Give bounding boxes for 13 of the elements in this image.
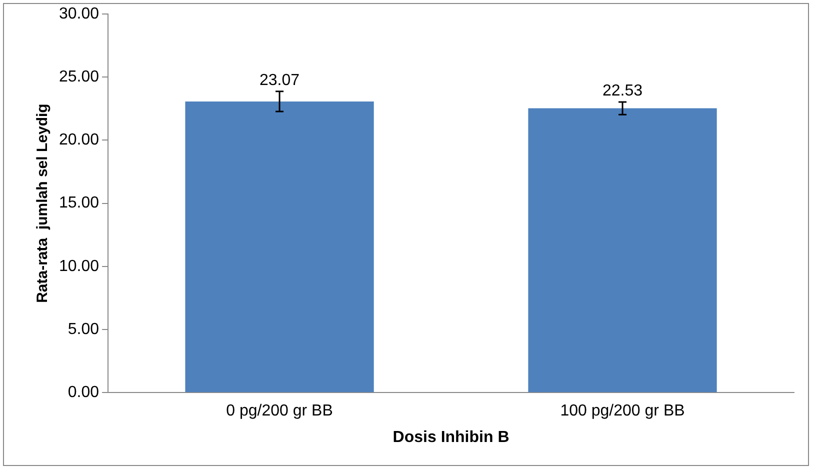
- x-tick-label: 100 pg/200 gr BB: [560, 402, 685, 420]
- y-tick-label: 15.00: [58, 194, 100, 212]
- x-axis-title: Dosis Inhibin B: [392, 428, 510, 446]
- y-tick-label: 0.00: [68, 384, 100, 402]
- y-tick-label: 30.00: [58, 5, 100, 22]
- y-tick-label: 5.00: [68, 320, 100, 338]
- y-tick-label: 20.00: [58, 132, 100, 149]
- y-tick-label: 25.00: [58, 68, 100, 86]
- y-tick-label: 10.00: [58, 258, 100, 275]
- data-label: 22.53: [602, 82, 643, 100]
- y-axis-title: Rata-rata jumlah sel Leydig: [34, 104, 52, 303]
- data-label: 23.07: [260, 72, 300, 89]
- x-tick-label: 0 pg/200 gr BB: [226, 402, 333, 420]
